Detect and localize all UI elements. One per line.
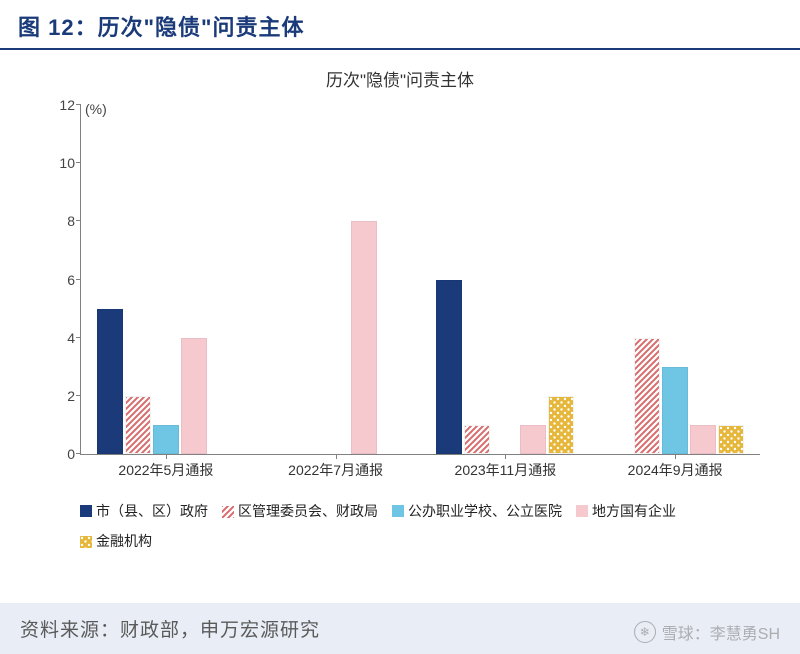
- bar: [662, 367, 688, 454]
- legend-item: 金融机构: [80, 531, 152, 551]
- legend-swatch-icon: [80, 535, 92, 547]
- legend-item: 地方国有企业: [576, 501, 676, 521]
- legend-label: 地方国有企业: [592, 501, 676, 521]
- chart-title: 历次"隐债"问责主体: [30, 60, 770, 95]
- ytick-label: 12: [59, 97, 81, 113]
- xtick-label: 2024年9月通报: [585, 454, 765, 480]
- legend-label: 公办职业学校、公立医院: [408, 501, 562, 521]
- bar: [125, 396, 151, 454]
- plot-region: (%) 0246810122022年5月通报2022年7月通报2023年11月通…: [80, 105, 760, 455]
- bar: [436, 280, 462, 455]
- legend-label: 金融机构: [96, 531, 152, 551]
- ytick-label: 4: [67, 330, 81, 346]
- legend-swatch-icon: [392, 505, 404, 517]
- bar-group: [421, 105, 591, 454]
- bar: [634, 338, 660, 454]
- bar-group: [590, 105, 760, 454]
- legend: 市（县、区）政府 区管理委员会、财政局 公办职业学校、公立医院 地方国有企业金融机构: [30, 495, 770, 557]
- legend-swatch-icon: [222, 505, 234, 517]
- bar: [153, 425, 179, 454]
- watermark-text: 雪球：李慧勇SH: [662, 620, 780, 644]
- watermark-logo-icon: ❄: [634, 621, 656, 643]
- bar-group: [251, 105, 421, 454]
- bar: [351, 221, 377, 454]
- bar: [97, 309, 123, 454]
- legend-item: 公办职业学校、公立医院: [392, 501, 562, 521]
- figure-title: 图 12：历次"隐债"问责主体: [0, 0, 800, 50]
- ytick-label: 8: [67, 213, 81, 229]
- xtick-label: 2022年7月通报: [246, 454, 426, 480]
- xtick-label: 2022年5月通报: [76, 454, 256, 480]
- legend-swatch-icon: [576, 505, 588, 517]
- ytick-label: 10: [59, 155, 81, 171]
- watermark: ❄ 雪球：李慧勇SH: [634, 620, 780, 644]
- bar: [464, 425, 490, 454]
- bar: [548, 396, 574, 454]
- bar-group: [81, 105, 251, 454]
- chart-area: (%) 0246810122022年5月通报2022年7月通报2023年11月通…: [30, 95, 770, 495]
- ytick-label: 6: [67, 272, 81, 288]
- bar: [181, 338, 207, 454]
- legend-label: 市（县、区）政府: [96, 501, 208, 521]
- ytick-label: 2: [67, 388, 81, 404]
- legend-item: 区管理委员会、财政局: [222, 501, 378, 521]
- chart-container: 历次"隐债"问责主体 (%) 0246810122022年5月通报2022年7月…: [0, 50, 800, 557]
- bar: [690, 425, 716, 454]
- bar: [520, 425, 546, 454]
- xtick-label: 2023年11月通报: [415, 454, 595, 480]
- bar: [718, 425, 744, 454]
- legend-item: 市（县、区）政府: [80, 501, 208, 521]
- legend-label: 区管理委员会、财政局: [238, 501, 378, 521]
- legend-swatch-icon: [80, 505, 92, 517]
